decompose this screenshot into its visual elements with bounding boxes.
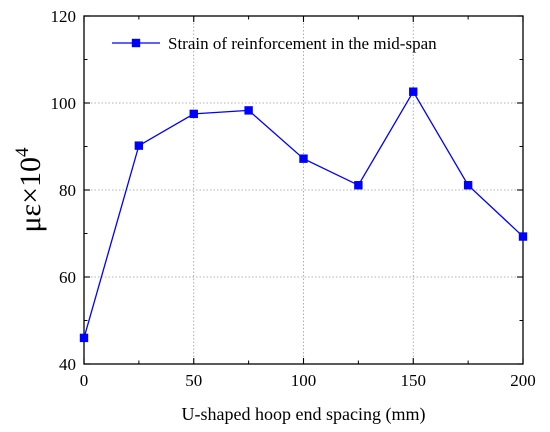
y-tick-label: 80 <box>59 181 76 200</box>
data-point <box>244 106 253 115</box>
data-point <box>518 232 528 241</box>
x-tick-label: 100 <box>291 371 317 390</box>
data-point <box>463 181 473 190</box>
x-tick-label: 150 <box>401 371 427 390</box>
y-axis-title-base: με×10 <box>14 157 47 233</box>
x-tick-label: 200 <box>510 371 536 390</box>
y-tick-label: 40 <box>59 355 76 374</box>
y-axis-title: με×104 <box>12 147 47 233</box>
plot-frame <box>83 15 524 365</box>
data-point <box>79 333 89 343</box>
data-point <box>354 181 363 190</box>
y-tick-label: 60 <box>59 268 76 287</box>
y-tick-label: 100 <box>51 94 77 113</box>
y-tick-label: 120 <box>51 7 77 26</box>
data-point <box>299 154 308 163</box>
x-tick-label: 50 <box>185 371 202 390</box>
x-axis-title: U-shaped hoop end spacing (mm) <box>182 404 426 425</box>
x-tick-label: 0 <box>80 371 89 390</box>
data-point <box>409 87 418 96</box>
data-point <box>189 109 198 119</box>
y-axis-title-exponent: 4 <box>12 147 33 157</box>
data-point <box>134 141 144 150</box>
legend-marker <box>131 38 141 48</box>
legend-label: Strain of reinforcement in the mid-span <box>168 34 437 53</box>
